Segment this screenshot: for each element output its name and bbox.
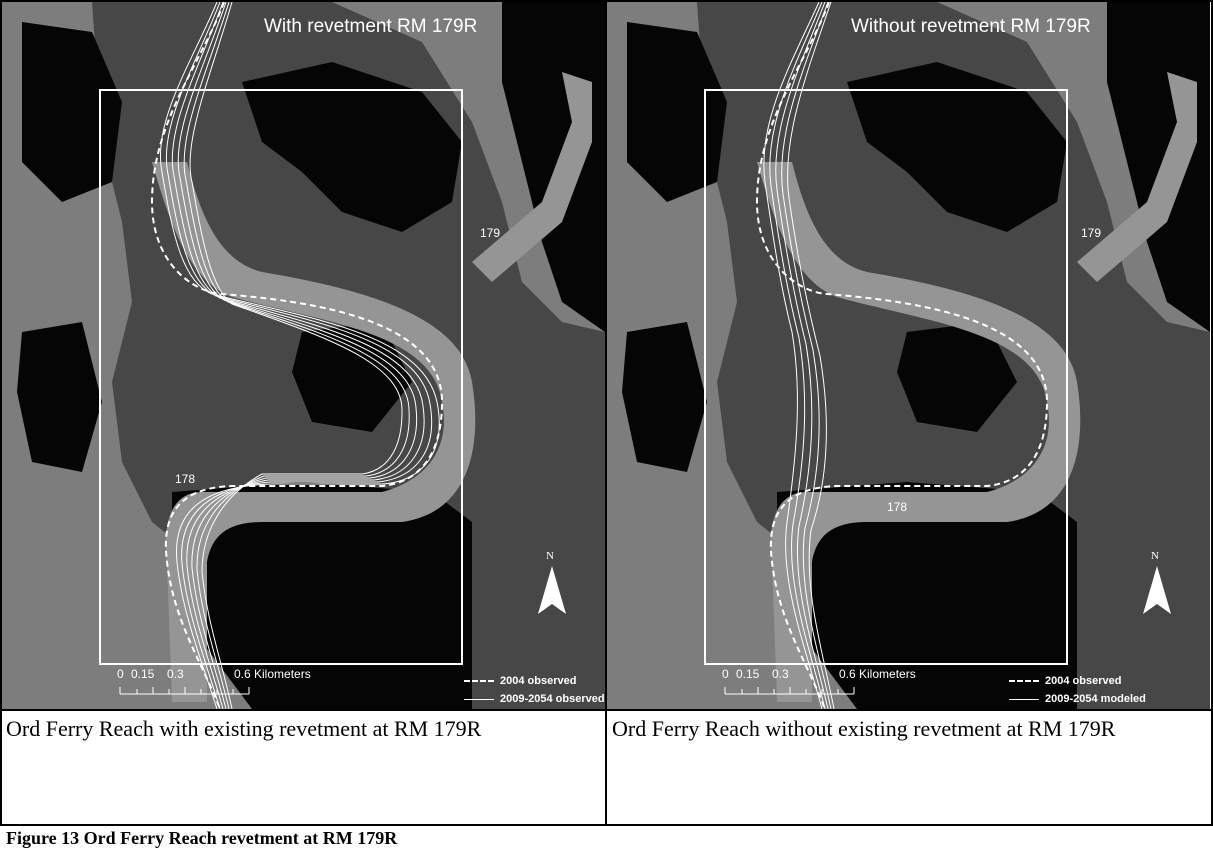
north-arrow-icon <box>538 566 566 614</box>
map-title: With revetment RM 179R <box>264 16 478 37</box>
table-border-row <box>0 709 1213 711</box>
table-border-middle <box>605 0 607 826</box>
figure-caption: Figure 13 Ord Ferry Reach revetment at R… <box>6 828 398 848</box>
table-border-right <box>1211 0 1213 826</box>
legend-row-solid: 2009-2054 observed <box>464 690 605 708</box>
north-letter: N <box>546 550 554 562</box>
map-graphic <box>2 2 605 709</box>
map-legend: 2004 observed 2009-2054 observed <box>464 672 605 708</box>
legend-solid-swatch <box>464 698 494 700</box>
legend-label-solid: 2009-2054 observed <box>500 693 605 705</box>
map-panel-with-revetment: With revetment RM 179R 179 178 N 0 0.15 … <box>2 2 605 709</box>
table-border-bottom <box>0 824 1213 826</box>
panel-caption-left: Ord Ferry Reach with existing revetment … <box>6 716 482 741</box>
panel-caption-right: Ord Ferry Reach without existing revetme… <box>612 716 1116 741</box>
map-title: Without revetment RM 179R <box>851 16 1091 37</box>
north-arrow: N <box>1137 550 1177 620</box>
scale-tick-03: 0.3 <box>772 667 789 681</box>
legend-label-solid: 2009-2054 modeled <box>1045 693 1146 705</box>
river-mile-label-179: 179 <box>480 226 501 240</box>
scale-tick-015: 0.15 <box>131 667 155 681</box>
legend-label-dashed: 2004 observed <box>1045 675 1122 687</box>
legend-row-solid: 2009-2054 modeled <box>1009 690 1146 708</box>
scale-tick-03: 0.3 <box>167 667 184 681</box>
legend-row-dashed: 2004 observed <box>464 672 605 690</box>
scale-tick-06: 0.6 Kilometers <box>839 667 916 681</box>
north-letter: N <box>1151 550 1159 562</box>
legend-dashed-swatch <box>1009 680 1039 682</box>
scale-bar: 0 0.15 0.3 0.6 Kilometers <box>117 667 347 707</box>
river-mile-label-178: 178 <box>887 500 908 514</box>
legend-solid-swatch <box>1009 698 1039 700</box>
scale-ruler <box>724 687 855 695</box>
table-border-left <box>0 0 2 826</box>
north-arrow: N <box>532 550 572 620</box>
scale-bar: 0 0.15 0.3 0.6 Kilometers <box>722 667 952 707</box>
river-mile-label-179: 179 <box>1081 226 1102 240</box>
map-graphic <box>607 2 1210 709</box>
scale-tick-0: 0 <box>117 667 124 681</box>
legend-dashed-swatch <box>464 680 494 682</box>
scale-tick-0: 0 <box>722 667 729 681</box>
scale-ruler <box>119 687 250 695</box>
scale-tick-015: 0.15 <box>736 667 760 681</box>
scale-tick-06: 0.6 Kilometers <box>234 667 311 681</box>
north-arrow-icon <box>1143 566 1171 614</box>
legend-row-dashed: 2004 observed <box>1009 672 1146 690</box>
map-panel-without-revetment: Without revetment RM 179R 179 178 N 0 0.… <box>607 2 1210 709</box>
map-legend: 2004 observed 2009-2054 modeled <box>1009 672 1146 708</box>
river-mile-label-178: 178 <box>175 472 196 486</box>
legend-label-dashed: 2004 observed <box>500 675 577 687</box>
